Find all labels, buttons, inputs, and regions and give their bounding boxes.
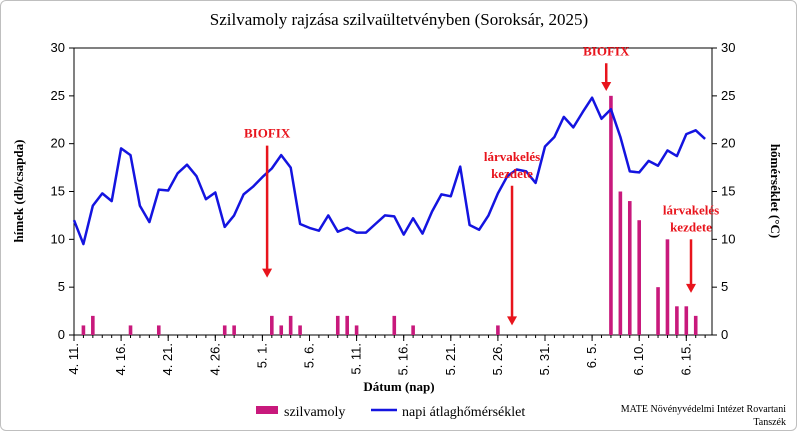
bar-szilvamoly <box>693 315 698 335</box>
legend-bar-label: szilvamoly <box>284 405 345 420</box>
x-tick-label: 4. 11. <box>66 343 81 375</box>
annotation-label: BIOFIX <box>244 126 291 141</box>
annotation-label: lárvakelés <box>663 202 719 217</box>
y-left-tick-label: 25 <box>51 88 65 103</box>
x-tick-label: 6. 10. <box>631 343 646 376</box>
x-tick-label: 6. 15. <box>678 343 693 376</box>
y-right-tick-label: 10 <box>721 231 735 246</box>
bar-szilvamoly <box>665 239 670 335</box>
bar-szilvamoly <box>156 325 161 335</box>
y-left-tick-label: 15 <box>51 184 65 199</box>
bar-szilvamoly <box>392 315 397 335</box>
bar-szilvamoly <box>222 325 227 335</box>
bar-szilvamoly <box>354 325 359 335</box>
x-tick-label: 4. 21. <box>160 343 175 376</box>
annotation-arrow-head <box>507 316 518 326</box>
bar-szilvamoly <box>128 325 133 335</box>
bar-szilvamoly <box>496 325 500 335</box>
y-left-tick-label: 30 <box>51 40 65 55</box>
bar-szilvamoly <box>288 315 293 335</box>
annotation-arrow-head <box>262 268 273 278</box>
bar-szilvamoly <box>270 315 274 335</box>
bar-szilvamoly <box>298 325 302 335</box>
annotation-label: lárvakelés <box>484 149 540 164</box>
bar-szilvamoly <box>684 306 689 335</box>
bar-szilvamoly <box>91 315 95 335</box>
annotation-arrow-head <box>686 283 697 293</box>
x-axis-label: Dátum (nap) <box>363 379 434 394</box>
bar-szilvamoly <box>411 325 415 335</box>
x-tick-label: 5. 6. <box>302 343 317 368</box>
bar-szilvamoly <box>675 306 679 335</box>
y-right-tick-label: 30 <box>721 40 735 55</box>
plot-frame <box>73 47 713 336</box>
x-tick-label: 5. 1. <box>254 343 269 368</box>
legend: szilvamoly napi átlaghőmérséklet <box>256 405 525 420</box>
chart-title: Szilvamoly rajzása szilvaültetvényben (S… <box>210 10 588 29</box>
legend-line-label: napi átlaghőmérséklet <box>402 405 525 420</box>
x-tick-label: 4. 26. <box>207 343 222 376</box>
plot-area: 0 0 5 5 10 10 15 15 20 20 25 25 30 30 4. 11. 4. 16. 4. 2… <box>51 40 736 376</box>
x-tick-label: 6. 5. <box>584 343 599 368</box>
y-left-tick-label: 0 <box>58 327 65 342</box>
y-left-tick-label: 5 <box>58 279 65 294</box>
x-tick-label: 5. 16. <box>396 343 411 376</box>
y-axis-right-label: hőmérséklet (°C) <box>768 144 783 238</box>
y-right-tick-label: 25 <box>721 88 735 103</box>
bar-szilvamoly <box>279 325 284 335</box>
line-napi-atlaghomerseklet <box>72 96 706 246</box>
bar-szilvamoly <box>609 95 613 335</box>
x-tick-label: 5. 31. <box>537 343 552 376</box>
y-left-tick-label: 10 <box>51 231 65 246</box>
annotation-label: kezdete <box>491 166 533 181</box>
credit-line-1: MATE Növényvédelmi Intézet Rovartani <box>621 404 786 415</box>
bar-szilvamoly <box>656 287 660 335</box>
bar-szilvamoly <box>335 315 340 335</box>
annotation-arrow-head <box>601 82 612 92</box>
y-right-tick-label: 0 <box>721 327 728 342</box>
bar-szilvamoly <box>345 315 349 335</box>
y-right-tick-label: 20 <box>721 136 735 151</box>
y-right-tick-label: 5 <box>721 279 728 294</box>
y-right-tick-label: 15 <box>721 184 735 199</box>
bar-szilvamoly <box>618 191 623 335</box>
x-tick-label: 5. 11. <box>349 343 364 375</box>
annotation-label: BIOFIX <box>583 43 630 58</box>
x-tick-label: 5. 21. <box>443 343 458 376</box>
x-tick-label: 4. 16. <box>113 343 128 376</box>
bar-szilvamoly <box>232 325 236 335</box>
x-tick-label: 5. 26. <box>490 343 505 376</box>
bar-szilvamoly <box>81 325 86 335</box>
annotation-label: kezdete <box>670 219 712 234</box>
y-left-tick-label: 20 <box>51 136 65 151</box>
credit-line-2: Tanszék <box>753 417 786 428</box>
y-axis-left-label: hímek (db/csapda) <box>11 140 26 243</box>
bar-szilvamoly <box>637 220 641 335</box>
legend-bar-swatch <box>256 406 278 414</box>
bar-szilvamoly <box>627 201 632 335</box>
